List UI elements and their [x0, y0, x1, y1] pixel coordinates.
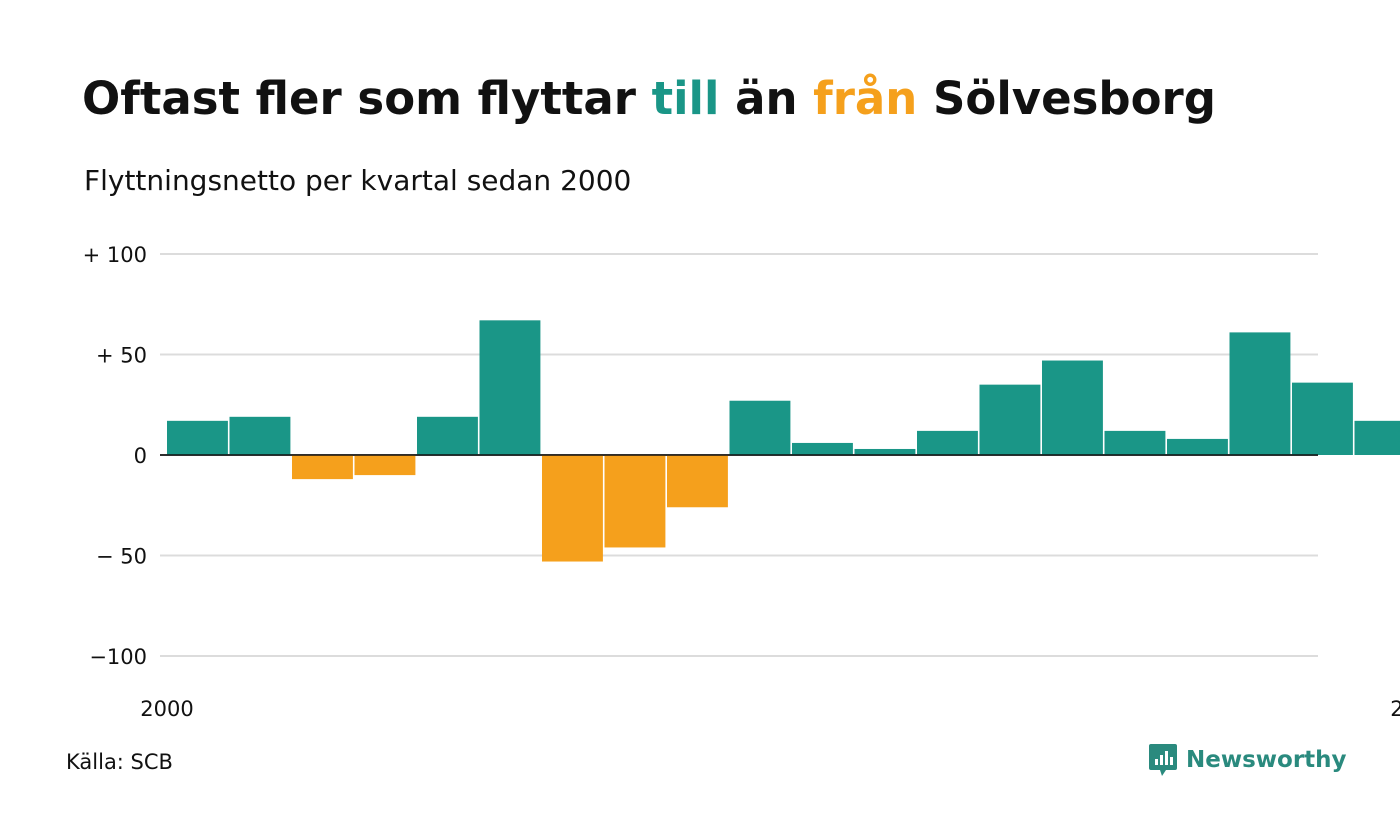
y-tick-label: −100 — [89, 645, 147, 669]
title-part-1: Oftast fler som flyttar — [82, 72, 652, 125]
y-tick-label: + 50 — [96, 344, 147, 368]
brand-logo: Newsworthy — [1148, 742, 1347, 778]
bar — [479, 320, 541, 455]
bar-chart: + 100+ 500− 50−10020002005201020152020 — [83, 243, 1400, 721]
bar — [1292, 382, 1353, 455]
bar — [729, 400, 791, 455]
bar — [1229, 332, 1291, 455]
title-part-3: än — [719, 72, 814, 125]
title-part-5: Sölvesborg — [917, 72, 1216, 125]
bar — [604, 455, 666, 548]
bar — [1104, 430, 1166, 455]
bar — [1167, 438, 1228, 455]
bar — [917, 430, 978, 455]
bar — [292, 455, 353, 480]
x-tick-label: 2000 — [140, 697, 193, 721]
brand-name: Newsworthy — [1186, 747, 1347, 773]
y-tick-label: 0 — [134, 444, 147, 468]
title-highlight-till: till — [651, 72, 720, 125]
y-tick-label: + 100 — [83, 243, 147, 267]
bar — [667, 455, 728, 508]
bar — [979, 384, 1041, 455]
bar — [792, 442, 853, 455]
newsworthy-logo-icon — [1149, 744, 1177, 776]
x-tick-label: 2005 — [1390, 697, 1400, 721]
bar — [854, 448, 916, 455]
source-label: Källa: SCB — [66, 750, 173, 774]
bar — [417, 416, 478, 455]
y-tick-label: − 50 — [96, 545, 147, 569]
bar — [1354, 420, 1400, 455]
title-highlight-fran: från — [813, 72, 918, 125]
bar — [354, 455, 416, 476]
bar — [229, 416, 291, 455]
chart-subtitle: Flyttningsnetto per kvartal sedan 2000 — [84, 164, 632, 197]
chart-title: Oftast fler som flyttar till än från Söl… — [82, 72, 1216, 125]
bar — [167, 420, 228, 455]
bar — [542, 455, 603, 562]
bar — [1042, 360, 1103, 455]
